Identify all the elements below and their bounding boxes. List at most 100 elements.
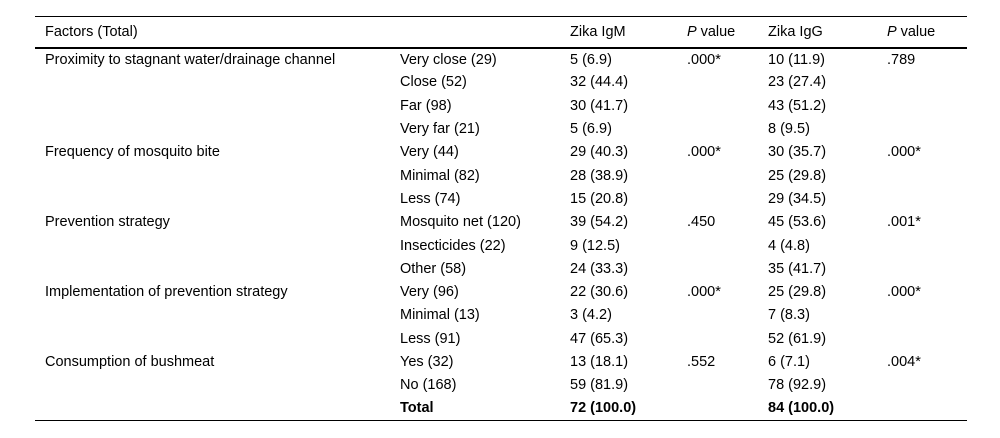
factor-cell bbox=[35, 234, 400, 257]
table-row: No (168) 59 (81.9) 78 (92.9) bbox=[35, 374, 967, 397]
table-row: Implementation of prevention strategy Ve… bbox=[35, 280, 967, 303]
level-cell: Mosquito net (120) bbox=[400, 214, 521, 231]
zika-igm-cell: 29 (40.3) bbox=[570, 144, 629, 161]
p-value-igg-cell: .789 bbox=[887, 51, 916, 68]
p-value-igg-cell: .000* bbox=[887, 284, 921, 301]
zika-igg-cell: 23 (27.4) bbox=[768, 74, 827, 91]
factor-cell bbox=[35, 71, 400, 94]
zika-igm-cell: 59 (81.9) bbox=[570, 377, 629, 394]
zika-igg-cell: 43 (51.2) bbox=[768, 97, 827, 114]
zika-igm-cell: 72 (100.0) bbox=[570, 400, 637, 417]
p-italic: P bbox=[687, 23, 697, 40]
level-cell: Total bbox=[400, 400, 434, 417]
table-row: Proximity to stagnant water/drainage cha… bbox=[35, 48, 967, 71]
zika-igg-cell: 84 (100.0) bbox=[768, 400, 835, 417]
zika-igg-cell: 45 (53.6) bbox=[768, 214, 827, 231]
table-row: Less (91) 47 (65.3) 52 (61.9) bbox=[35, 327, 967, 350]
zika-igg-cell: 10 (11.9) bbox=[768, 51, 825, 68]
table-body: Proximity to stagnant water/drainage cha… bbox=[35, 48, 967, 421]
zika-igm-cell: 47 (65.3) bbox=[570, 330, 629, 347]
factor-cell: Implementation of prevention strategy bbox=[45, 284, 288, 301]
p-value-igg-cell bbox=[887, 117, 967, 140]
table-row: Minimal (13) 3 (4.2) 7 (8.3) bbox=[35, 304, 967, 327]
header-factors: Factors (Total) bbox=[45, 23, 138, 40]
factor-cell bbox=[35, 187, 400, 210]
table-row: Prevention strategy Mosquito net (120) 3… bbox=[35, 211, 967, 234]
p-value-igg-cell: .001* bbox=[887, 214, 921, 231]
zika-igg-cell: 25 (29.8) bbox=[768, 284, 827, 301]
level-cell: Minimal (82) bbox=[400, 167, 480, 184]
factor-cell bbox=[35, 117, 400, 140]
p-value-igg-cell bbox=[887, 327, 967, 350]
factor-cell bbox=[35, 304, 400, 327]
level-cell: Very far (21) bbox=[400, 121, 480, 138]
level-cell: Very (96) bbox=[400, 284, 459, 301]
factor-cell bbox=[35, 374, 400, 397]
zika-igg-cell: 6 (7.1) bbox=[768, 354, 810, 370]
p-rest: value bbox=[900, 23, 936, 40]
zika-igm-cell: 5 (6.9) bbox=[570, 51, 612, 68]
level-cell: No (168) bbox=[400, 377, 457, 394]
zika-igg-cell: 8 (9.5) bbox=[768, 121, 810, 138]
level-cell: Less (74) bbox=[400, 190, 461, 207]
p-value-igm-cell: .552 bbox=[687, 354, 716, 370]
p-value-igm-cell: .000* bbox=[687, 284, 721, 301]
factor-cell bbox=[35, 397, 400, 420]
zika-igm-cell: 30 (41.7) bbox=[570, 97, 629, 114]
header-zika-igg: Zika IgG bbox=[768, 23, 823, 40]
level-cell: Far (98) bbox=[400, 97, 452, 114]
level-cell: Very (44) bbox=[400, 144, 459, 161]
table-row: Insecticides (22) 9 (12.5) 4 (4.8) bbox=[35, 234, 967, 257]
table-row: Close (52) 32 (44.4) 23 (27.4) bbox=[35, 71, 967, 94]
p-value-igm-cell bbox=[687, 397, 768, 420]
zika-igg-cell: 78 (92.9) bbox=[768, 377, 827, 394]
table-row: Total 72 (100.0) 84 (100.0) bbox=[35, 397, 967, 421]
factor-cell bbox=[35, 94, 400, 117]
factor-cell: Prevention strategy bbox=[45, 214, 170, 231]
p-value-igm-cell bbox=[687, 374, 768, 397]
zika-igm-cell: 15 (20.8) bbox=[570, 190, 629, 207]
p-value-igm-cell bbox=[687, 187, 768, 210]
zika-igm-cell: 28 (38.9) bbox=[570, 167, 629, 184]
p-italic: P bbox=[887, 23, 897, 40]
p-value-igm-cell bbox=[687, 164, 768, 187]
zika-igm-cell: 39 (54.2) bbox=[570, 214, 629, 231]
level-cell: Yes (32) bbox=[400, 354, 454, 370]
table-row: Less (74) 15 (20.8) 29 (34.5) bbox=[35, 187, 967, 210]
header-level-spacer bbox=[400, 17, 570, 48]
zika-igg-cell: 25 (29.8) bbox=[768, 167, 827, 184]
level-cell: Other (58) bbox=[400, 260, 467, 277]
zika-igm-cell: 9 (12.5) bbox=[570, 237, 620, 254]
zika-igg-cell: 35 (41.7) bbox=[768, 260, 827, 277]
p-value-igm-cell: .000* bbox=[687, 51, 721, 68]
factor-cell: Proximity to stagnant water/drainage cha… bbox=[45, 51, 336, 68]
p-value-igg-cell bbox=[887, 234, 967, 257]
p-value-igm-cell bbox=[687, 117, 768, 140]
p-value-igg-cell bbox=[887, 187, 967, 210]
p-value-igg-cell: .000* bbox=[887, 144, 921, 161]
p-rest: value bbox=[700, 23, 736, 40]
zika-igg-cell: 7 (8.3) bbox=[768, 307, 810, 324]
zika-igm-cell: 24 (33.3) bbox=[570, 260, 629, 277]
p-value-igg-cell bbox=[887, 71, 967, 94]
p-value-igm-cell bbox=[687, 257, 768, 280]
level-cell: Insecticides (22) bbox=[400, 237, 506, 254]
zika-igg-cell: 30 (35.7) bbox=[768, 144, 827, 161]
table-row: Other (58) 24 (33.3) 35 (41.7) bbox=[35, 257, 967, 280]
factor-cell: Consumption of bushmeat bbox=[45, 354, 215, 370]
p-value-igm-cell bbox=[687, 94, 768, 117]
p-value-igg-cell bbox=[887, 397, 967, 420]
p-value-igg-cell bbox=[887, 304, 967, 327]
p-value-igg-cell: .004* bbox=[887, 354, 921, 370]
factor-cell bbox=[35, 257, 400, 280]
zika-igm-cell: 3 (4.2) bbox=[570, 307, 612, 324]
zika-igm-cell: 5 (6.9) bbox=[570, 121, 612, 138]
zika-igm-cell: 13 (18.1) bbox=[570, 354, 629, 370]
table-row: Minimal (82) 28 (38.9) 25 (29.8) bbox=[35, 164, 967, 187]
